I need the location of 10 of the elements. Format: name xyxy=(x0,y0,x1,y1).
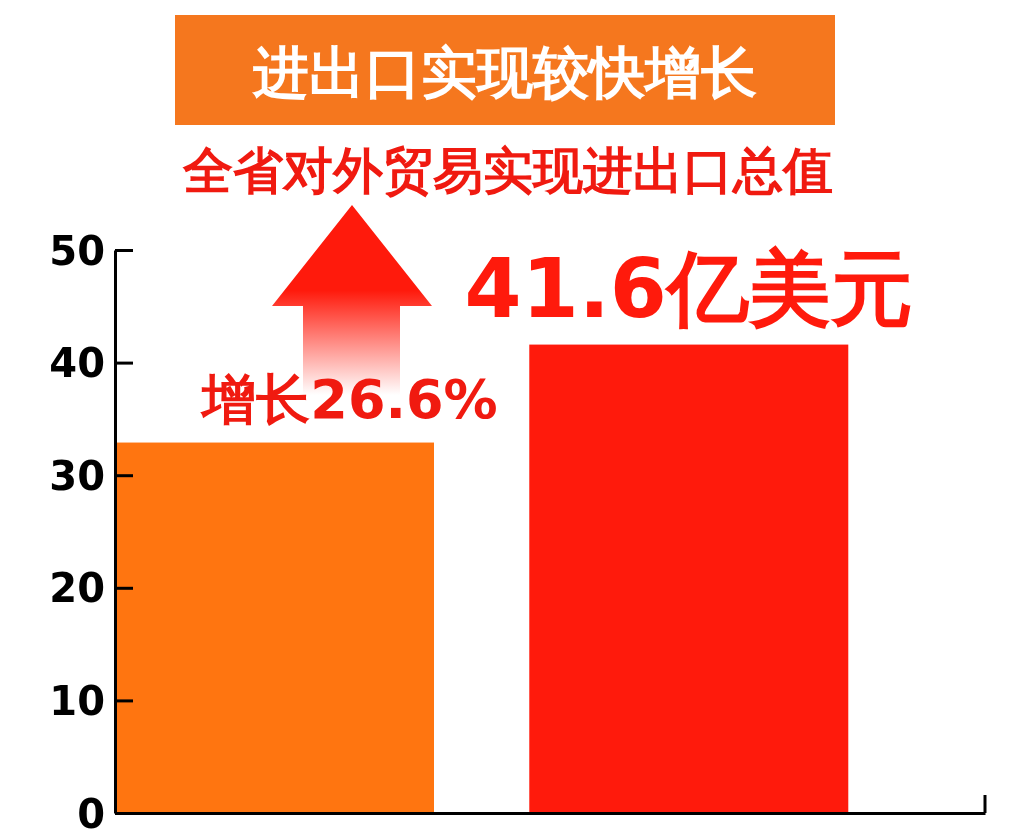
y-tick-label: 0 xyxy=(77,790,105,837)
y-tick-label: 50 xyxy=(49,227,105,274)
annotation: 增长26.6% xyxy=(200,368,498,431)
y-tick-label: 10 xyxy=(49,677,105,724)
data-label: 41.6亿美元 xyxy=(464,240,913,336)
y-tick-label: 30 xyxy=(49,452,105,499)
y-tick-label: 40 xyxy=(49,340,105,387)
y-tick-label: 20 xyxy=(49,565,105,612)
chart-title: 进出口实现较快增长 xyxy=(251,40,757,105)
chart-subtitle: 全省对外贸易实现进出口总值 xyxy=(182,142,833,200)
